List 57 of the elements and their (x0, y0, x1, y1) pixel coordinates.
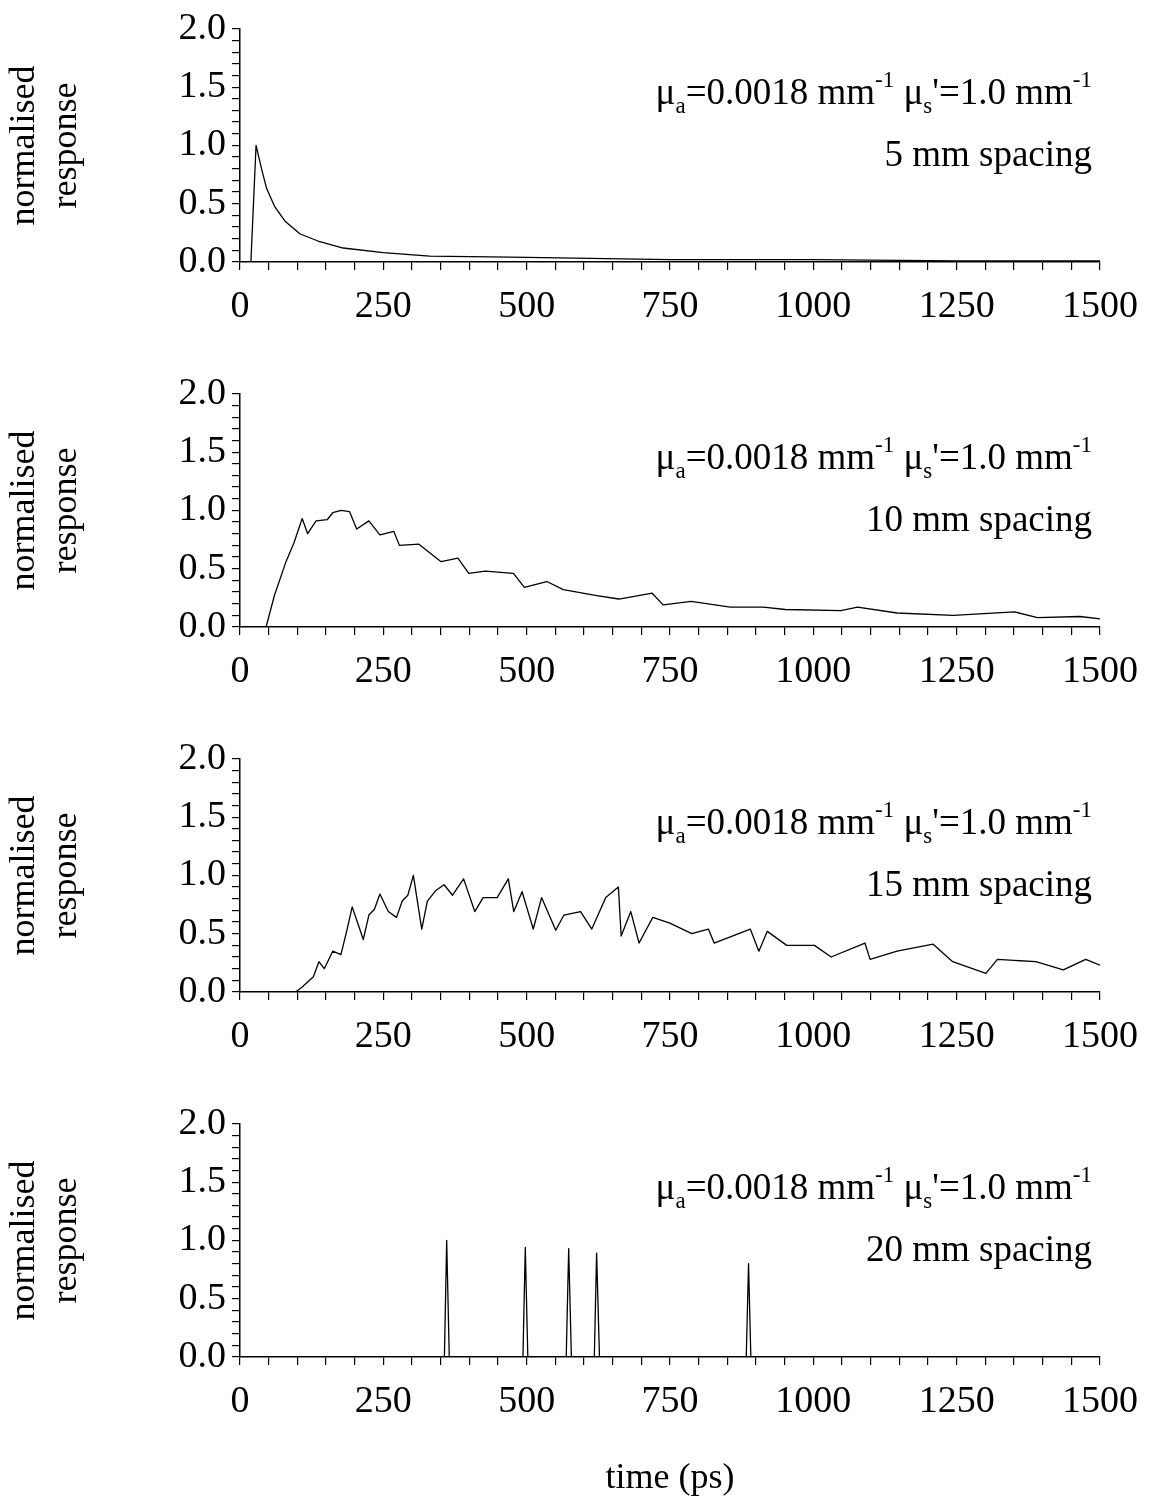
y-tick-label: 1.5 (178, 793, 226, 836)
y-tick-label: 0.5 (178, 909, 226, 952)
x-axis-title: time (ps) (605, 1455, 735, 1496)
annotation: 15 mm spacing (865, 862, 1093, 904)
x-tick-label: 1250 (918, 282, 995, 325)
y-axis-title: normalised response (2, 1160, 84, 1321)
y-tick-label: 1.0 (178, 851, 226, 894)
y-tick-label: 0.0 (178, 1332, 226, 1375)
y-tick-label: 0.0 (178, 602, 226, 645)
y-tick-label: 0.0 (178, 967, 226, 1010)
x-tick-label: 500 (498, 282, 556, 325)
x-tick-label: 1000 (775, 1377, 852, 1420)
x-tick-label: 1250 (918, 1012, 995, 1055)
x-tick-label: 1000 (775, 282, 852, 325)
y-axis-title: normalised response (2, 65, 84, 226)
x-tick-label: 0 (230, 647, 250, 690)
x-tick-label: 1000 (775, 1012, 852, 1055)
x-tick-label: 250 (354, 1377, 412, 1420)
y-tick-label: 2.0 (178, 369, 226, 412)
x-tick-label: 750 (641, 282, 699, 325)
y-tick-label: 0.0 (178, 237, 226, 280)
x-tick-label: 1250 (918, 647, 995, 690)
y-tick-label: 0.5 (178, 1274, 226, 1317)
x-tick-label: 0 (230, 1012, 250, 1055)
y-axis-title: normalised response (2, 795, 84, 956)
x-tick-label: 1000 (775, 647, 852, 690)
x-tick-label: 1500 (1062, 1012, 1138, 1055)
y-tick-label: 0.5 (178, 179, 226, 222)
y-tick-label: 2.0 (178, 4, 226, 47)
x-tick-label: 750 (641, 1377, 699, 1420)
y-tick-label: 0.5 (178, 544, 226, 587)
x-tick-label: 0 (230, 1377, 250, 1420)
x-tick-label: 1500 (1062, 282, 1138, 325)
y-tick-label: 1.0 (178, 486, 226, 529)
y-tick-label: 2.0 (178, 734, 226, 777)
annotation: 5 mm spacing (884, 132, 1093, 174)
y-tick-label: 1.5 (178, 428, 226, 471)
x-tick-label: 500 (498, 647, 556, 690)
x-tick-label: 500 (498, 1377, 556, 1420)
annotation: 20 mm spacing (865, 1227, 1093, 1269)
y-tick-label: 1.5 (178, 63, 226, 106)
y-tick-label: 1.5 (178, 1158, 226, 1201)
x-tick-label: 1250 (918, 1377, 995, 1420)
x-tick-label: 250 (354, 1012, 412, 1055)
annotation: 10 mm spacing (865, 497, 1093, 539)
y-axis-title: normalised response (2, 430, 84, 591)
y-tick-label: 1.0 (178, 1216, 226, 1259)
x-tick-label: 1500 (1062, 647, 1138, 690)
x-tick-label: 250 (354, 647, 412, 690)
y-tick-label: 2.0 (178, 1099, 226, 1142)
x-tick-label: 250 (354, 282, 412, 325)
x-tick-label: 500 (498, 1012, 556, 1055)
x-tick-label: 1500 (1062, 1377, 1138, 1420)
y-tick-label: 1.0 (178, 121, 226, 164)
x-tick-label: 0 (230, 282, 250, 325)
x-tick-label: 750 (641, 647, 699, 690)
x-tick-label: 750 (641, 1012, 699, 1055)
